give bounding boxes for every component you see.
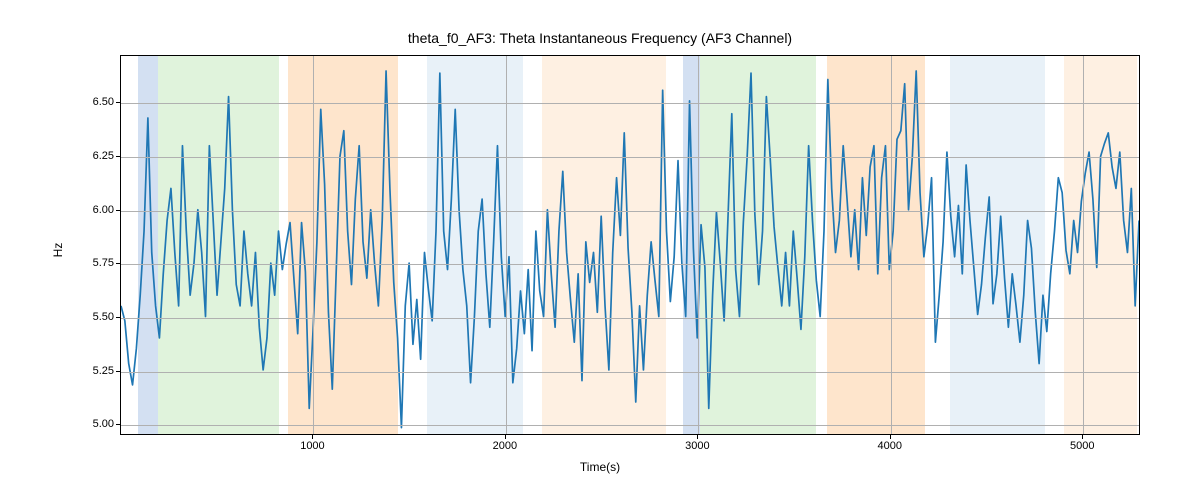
chart-title: theta_f0_AF3: Theta Instantaneous Freque… bbox=[0, 30, 1200, 46]
grid-line-horizontal bbox=[121, 211, 1139, 212]
x-tick-mark bbox=[505, 435, 506, 439]
grid-line-horizontal bbox=[121, 264, 1139, 265]
y-tick-label: 5.50 bbox=[74, 311, 114, 323]
grid-line-horizontal bbox=[121, 372, 1139, 373]
y-tick-mark bbox=[116, 424, 120, 425]
grid-line-vertical bbox=[1083, 56, 1084, 434]
x-tick-label: 5000 bbox=[1070, 440, 1094, 452]
x-tick-label: 3000 bbox=[685, 440, 709, 452]
y-tick-mark bbox=[116, 102, 120, 103]
chart-container: theta_f0_AF3: Theta Instantaneous Freque… bbox=[0, 0, 1200, 500]
y-tick-label: 5.75 bbox=[74, 257, 114, 269]
grid-line-horizontal bbox=[121, 103, 1139, 104]
grid-line-vertical bbox=[891, 56, 892, 434]
y-tick-label: 6.00 bbox=[74, 204, 114, 216]
grid-line-vertical bbox=[313, 56, 314, 434]
y-tick-label: 5.00 bbox=[74, 418, 114, 430]
y-axis-label: Hz bbox=[51, 243, 65, 258]
data-line bbox=[121, 71, 1139, 428]
grid-line-horizontal bbox=[121, 425, 1139, 426]
x-tick-label: 4000 bbox=[878, 440, 902, 452]
x-axis-label: Time(s) bbox=[0, 460, 1200, 474]
x-tick-mark bbox=[697, 435, 698, 439]
grid-line-horizontal bbox=[121, 157, 1139, 158]
y-tick-label: 6.50 bbox=[74, 96, 114, 108]
y-tick-mark bbox=[116, 317, 120, 318]
y-tick-label: 6.25 bbox=[74, 150, 114, 162]
y-tick-mark bbox=[116, 156, 120, 157]
plot-area bbox=[120, 55, 1140, 435]
x-tick-mark bbox=[1082, 435, 1083, 439]
grid-line-vertical bbox=[698, 56, 699, 434]
grid-line-horizontal bbox=[121, 318, 1139, 319]
y-tick-mark bbox=[116, 263, 120, 264]
x-tick-label: 1000 bbox=[300, 440, 324, 452]
y-tick-label: 5.25 bbox=[74, 365, 114, 377]
grid-line-vertical bbox=[506, 56, 507, 434]
y-tick-mark bbox=[116, 371, 120, 372]
y-tick-mark bbox=[116, 210, 120, 211]
line-plot-svg bbox=[121, 56, 1139, 434]
x-tick-label: 2000 bbox=[493, 440, 517, 452]
x-tick-mark bbox=[312, 435, 313, 439]
x-tick-mark bbox=[890, 435, 891, 439]
